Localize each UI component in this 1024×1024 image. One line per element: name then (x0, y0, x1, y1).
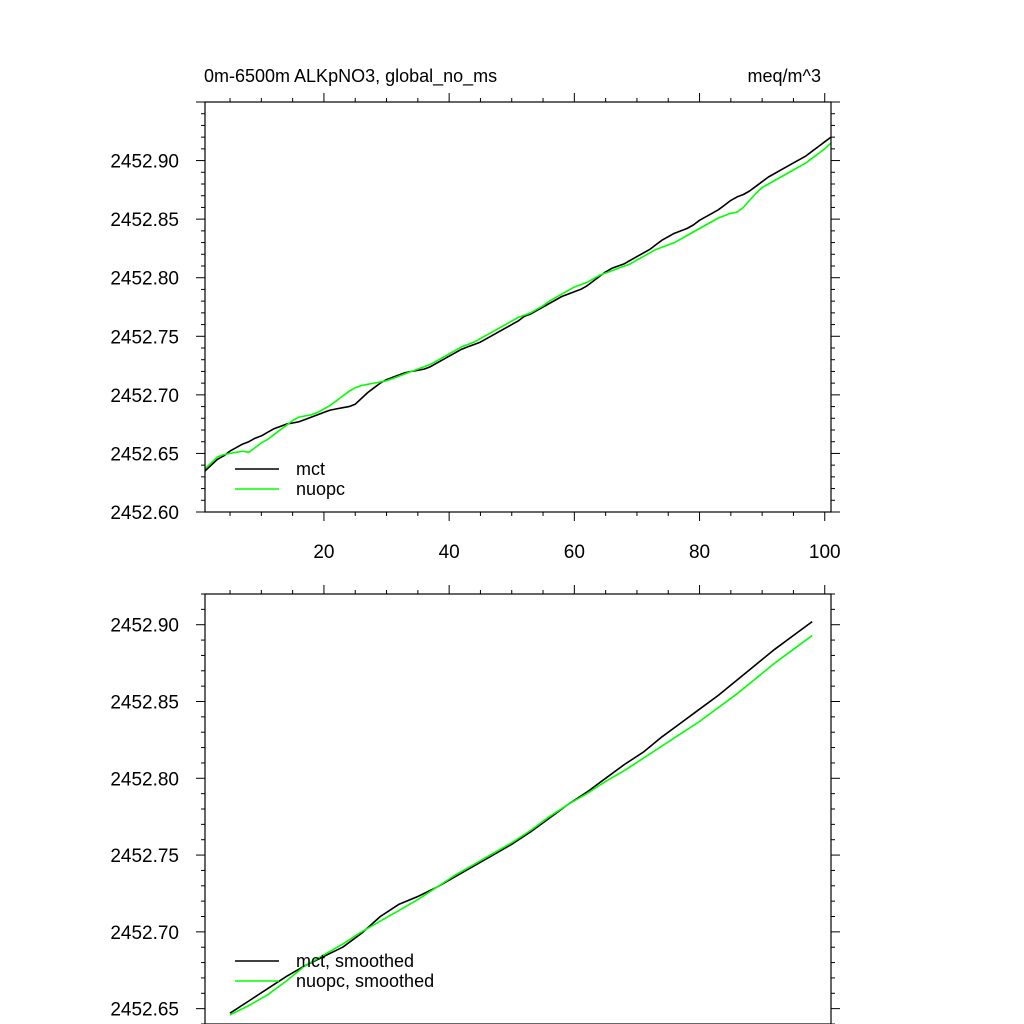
y-tick-label: 2452.70 (110, 386, 179, 407)
y-tick-label: 2452.65 (110, 444, 179, 465)
legend-label: nuopc (296, 479, 345, 499)
bottom-panel: 2452.65 2452.70 2452.75 2452.80 2452.85 2452.… (110, 585, 840, 1024)
x-tick-label: 60 (564, 542, 585, 563)
series-line-0 (229, 620, 813, 1014)
x-tick-label: 40 (439, 542, 460, 563)
legend-label: mct (296, 459, 325, 479)
x-tick-label: 80 (689, 542, 710, 563)
y-tick-label: 2452.85 (110, 693, 179, 714)
series-line-1 (204, 142, 832, 470)
units-label: meq/m^3 (748, 66, 821, 86)
chart-title: 0m-6500m ALKpNO3, global_no_ms (204, 66, 497, 87)
bottom-panel-frame (204, 593, 832, 1024)
series-line-1 (229, 634, 813, 1016)
bottom-panel-ticks: 2452.65 2452.70 2452.75 2452.80 2452.85 2452.… (110, 585, 840, 1024)
y-tick-label: 2452.80 (110, 769, 179, 790)
x-tick-label: 20 (313, 542, 334, 563)
y-tick-label: 2452.75 (110, 327, 179, 348)
series-line-0 (204, 136, 832, 472)
y-tick-label: 2452.60 (110, 503, 179, 524)
top-panel-series (204, 136, 832, 472)
y-tick-label: 2452.70 (110, 923, 179, 944)
y-tick-label: 2452.90 (110, 152, 179, 173)
y-tick-label: 2452.65 (110, 1000, 179, 1021)
y-tick-label: 2452.80 (110, 269, 179, 290)
y-tick-label: 2452.85 (110, 210, 179, 231)
top-panel-ticks: 20 40 60 80 100 2452.60 2452.65 2452.70 2452.75 2… (110, 93, 841, 563)
y-tick-label: 2452.75 (110, 846, 179, 867)
top-panel: 0m-6500m ALKpNO3, global_no_ms meq/m^3 2… (110, 66, 840, 563)
x-tick-label: 100 (809, 542, 841, 563)
top-panel-frame (204, 101, 832, 513)
y-tick-label: 2452.90 (110, 616, 179, 637)
legend-label: mct, smoothed (296, 951, 414, 971)
legend-label: nuopc, smoothed (296, 971, 434, 991)
bottom-panel-series (229, 620, 813, 1016)
